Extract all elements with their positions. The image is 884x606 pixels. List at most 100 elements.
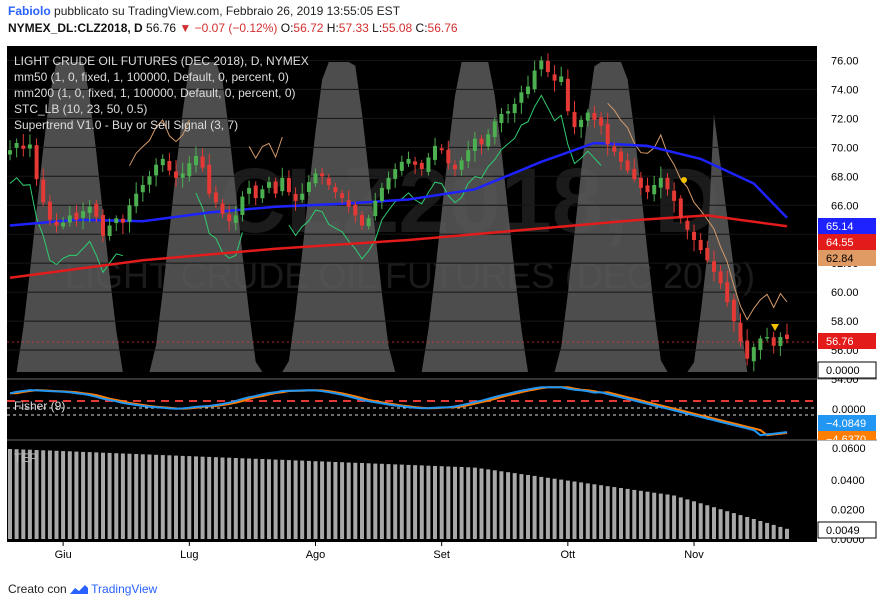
hist-bar — [413, 465, 418, 539]
candle — [758, 335, 763, 360]
hist-badge: 0.0049 — [817, 521, 877, 539]
hist-bar — [8, 449, 12, 539]
tradingview-brand[interactable]: TradingView — [91, 582, 158, 596]
candle — [114, 215, 119, 231]
candle — [280, 167, 285, 196]
candle — [565, 69, 570, 116]
author-name[interactable]: Fabiolo — [8, 4, 51, 18]
candle — [326, 173, 331, 190]
candle — [393, 163, 398, 188]
chart-header: Fabiolo pubblicato su TradingView.com, F… — [0, 0, 884, 42]
chart-canvas[interactable]: CLZ2018, D LIGHT CRUDE OIL FUTURES (DEC … — [0, 42, 884, 574]
date-tick-label: Ott — [561, 549, 576, 561]
hist-bar — [21, 449, 26, 539]
candle — [14, 138, 19, 158]
legend-stc[interactable]: STC_LB (10, 23, 50, 0.5) — [14, 102, 147, 116]
symbol-name: NYMEX_DL:CLZ2018, D — [8, 21, 143, 35]
price-tick-label: 76.00 — [831, 55, 859, 67]
candle — [712, 250, 716, 282]
stc-area — [10, 62, 787, 372]
publish-line: Fabiolo pubblicato su TradingView.com, F… — [8, 4, 400, 18]
candle — [592, 105, 597, 128]
hist-bar — [326, 461, 331, 539]
candle — [174, 160, 178, 187]
candle — [552, 65, 557, 92]
legend-supertrend[interactable]: Supertrend V1.0 - Buy or Sell Signal (3,… — [14, 118, 238, 132]
hist-bar — [127, 453, 132, 539]
candle — [34, 138, 39, 186]
hist-bar — [373, 463, 378, 539]
hist-bar — [81, 451, 86, 539]
candle — [300, 183, 305, 203]
candle — [101, 209, 105, 243]
hist-bar — [293, 460, 298, 539]
low-label: L: — [372, 21, 383, 35]
price-scale[interactable] — [817, 46, 877, 542]
candle — [120, 214, 125, 235]
candle — [220, 198, 225, 218]
candle — [180, 162, 185, 188]
hist-bar — [346, 462, 351, 539]
candle — [579, 115, 584, 138]
legend-mm50[interactable]: mm50 (1, 0, fixed, 1, 100000, Default, 0… — [14, 70, 289, 84]
hist-bar — [220, 457, 225, 539]
hist-bar — [705, 505, 710, 539]
histogram-legend[interactable]: TEP — [14, 451, 37, 465]
hist-bar — [260, 459, 265, 539]
candle — [160, 154, 165, 173]
legend-mm200[interactable]: mm200 (1, 0, fixed, 1, 100000, Default, … — [14, 86, 296, 100]
hist-bar — [519, 474, 524, 539]
hist-bar — [154, 454, 159, 539]
tradingview-logo-icon — [70, 582, 91, 596]
hist-bar — [526, 475, 530, 539]
candle — [346, 190, 351, 213]
date-tick-label: Set — [433, 549, 450, 561]
candle — [619, 147, 623, 171]
hist-bar — [771, 524, 776, 539]
hist-bar — [625, 488, 630, 539]
mm200-badge: 64.55 — [818, 234, 876, 250]
candle — [107, 218, 112, 241]
candle — [605, 112, 610, 156]
candle — [486, 129, 491, 151]
created-with-label: Creato con — [8, 582, 67, 596]
candle — [233, 205, 238, 231]
candle — [154, 158, 159, 187]
hist-bar — [333, 462, 338, 539]
supertrend-down — [129, 102, 788, 321]
hist-bar — [605, 486, 610, 539]
fisher-zero-label: 0.0000 — [832, 404, 866, 416]
hist-bar — [506, 472, 511, 539]
candle — [678, 195, 683, 224]
candle — [320, 167, 325, 185]
candle — [406, 151, 411, 168]
sell-signal-icon — [771, 324, 779, 331]
hist-bar — [47, 450, 52, 539]
hist-bar — [658, 493, 663, 539]
date-tick-label: Lug — [180, 549, 198, 561]
candle — [512, 97, 517, 123]
hist-bar — [360, 463, 364, 539]
legend-title: LIGHT CRUDE OIL FUTURES (DEC 2018), D, N… — [14, 54, 309, 68]
candle — [47, 194, 52, 226]
fisher-legend[interactable]: Fisher (9) — [14, 399, 65, 413]
candle — [745, 329, 750, 366]
hist-bar — [134, 454, 139, 539]
candle — [247, 180, 252, 205]
hist-tick-label: 0.0200 — [831, 504, 865, 516]
hist-bar — [539, 476, 544, 539]
hist-bar — [227, 457, 232, 539]
candle — [194, 146, 198, 173]
hist-bar — [778, 526, 783, 539]
date-tick-label: Giu — [55, 549, 72, 561]
high-value: 57.33 — [338, 21, 369, 35]
change-arrow: ▼ — [179, 21, 192, 35]
hist-bar — [545, 477, 550, 539]
candle — [273, 177, 278, 199]
hist-bar — [612, 487, 617, 539]
hist-bar — [74, 451, 79, 539]
candle — [253, 181, 258, 206]
hist-bar — [459, 467, 464, 539]
hist-bar — [233, 458, 238, 539]
fisher-line — [9, 386, 788, 437]
